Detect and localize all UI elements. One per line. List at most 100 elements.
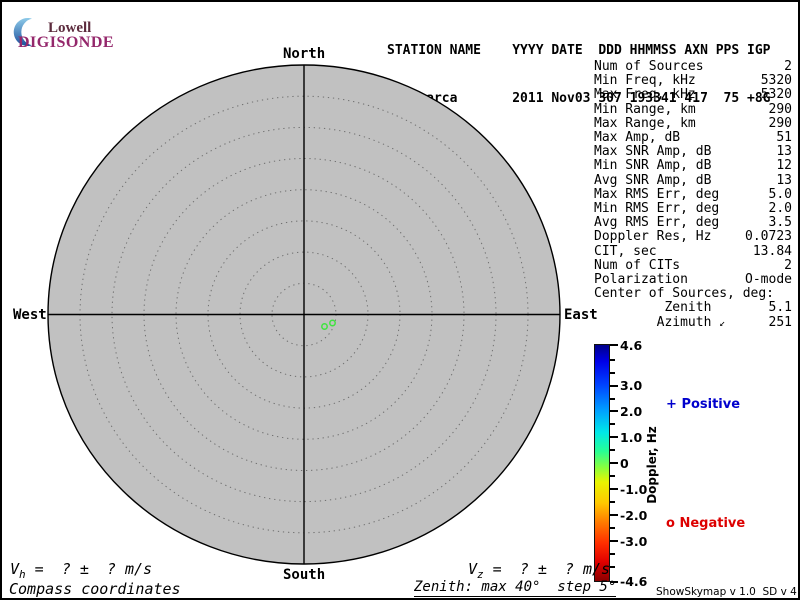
param-value: 0.0723 <box>745 229 792 245</box>
colorbar-tick <box>610 539 618 542</box>
param-label: Min SNR Amp, dB <box>594 158 712 174</box>
param-label: Avg SNR Amp, dB <box>594 172 712 188</box>
station-header: STATION NAME YYYY DATE DDD HHMMSS AXN PP… <box>387 11 771 139</box>
param-label: Azimuth ↙ <box>594 314 726 330</box>
colorbar-tick <box>610 436 618 439</box>
colorbar-tick <box>610 410 618 413</box>
colorbar-tick <box>610 344 618 346</box>
param-row: Min Range, km 290 <box>594 101 792 117</box>
app-version-label: ShowSkymap v 1.0 SD v 4.2 <box>656 586 798 598</box>
param-label: Num of CITs <box>594 257 681 273</box>
param-label: Min Range, km <box>594 101 696 117</box>
param-row: Max RMS Err, deg 5.0 <box>594 186 792 202</box>
param-row: Avg SNR Amp, dB 13 <box>594 172 792 188</box>
param-value: 2 <box>784 59 792 74</box>
param-label: Max SNR Amp, dB <box>594 144 712 160</box>
param-value: 5320 <box>760 87 792 103</box>
compass-label-east: East <box>564 307 598 323</box>
colorbar-tick <box>610 513 618 516</box>
station-header-columns: STATION NAME YYYY DATE DDD HHMMSS AXN PP… <box>387 43 771 58</box>
param-row-azimuth: Azimuth ↙ 251 <box>594 314 792 331</box>
colorbar-minor-tick <box>610 526 615 529</box>
lowell-crescent-icon <box>13 18 32 47</box>
vz-velocity-label: Vz = ? ± ? m/s <box>468 560 611 581</box>
colorbar-tick-label: 4.6 <box>620 337 643 353</box>
param-label: Center of Sources, deg: <box>594 286 775 302</box>
param-value: 5.1 <box>768 300 792 316</box>
param-label: Max Amp, dB <box>594 130 681 146</box>
colorbar-tick <box>610 384 618 387</box>
plus-marker-icon: + <box>666 397 677 412</box>
doppler-colorbar <box>594 344 610 582</box>
colorbar-minor-tick <box>610 449 615 452</box>
param-label: CIT, sec <box>594 243 657 259</box>
param-value: O-mode <box>745 272 792 288</box>
param-row: Min Freq, kHz 5320 <box>594 74 792 88</box>
colorbar-minor-tick <box>610 371 615 374</box>
colorbar-minor-tick <box>610 475 615 478</box>
vh-velocity-label: Vh = ? ± ? m/s <box>10 560 153 581</box>
param-value: 251 <box>768 314 792 330</box>
param-label: Max RMS Err, deg <box>594 186 720 202</box>
param-row: Max Freq, kHz 5320 <box>594 88 792 102</box>
param-value: 12 <box>776 158 792 174</box>
param-row: Doppler Res, Hz 0.0723 <box>594 230 792 244</box>
param-row: Max SNR Amp, dB 13 <box>594 145 792 159</box>
param-value: 5320 <box>760 73 792 89</box>
param-label: Min Freq, kHz <box>594 73 696 89</box>
param-row: Max Amp, dB 51 <box>594 130 792 146</box>
param-row: Min SNR Amp, dB 12 <box>594 159 792 173</box>
colorbar-tick-label: -3.0 <box>620 533 648 549</box>
param-value: 290 <box>768 115 792 131</box>
param-row: Center of Sources, deg: <box>594 287 792 301</box>
param-row: CIT, sec 13.84 <box>594 243 792 259</box>
colorbar-tick-label: 1.0 <box>620 430 643 446</box>
source-point <box>329 319 336 327</box>
param-value: 13.84 <box>752 243 792 259</box>
colorbar-tick-label: 2.0 <box>620 404 643 420</box>
param-value: 13 <box>776 172 792 188</box>
parameters-panel: Num of Sources 2 Min Freq, kHz 5320 Max Fr… <box>594 59 792 331</box>
param-row: Zenith 5.1 <box>594 301 792 315</box>
colorbar-minor-tick <box>610 358 615 361</box>
param-label: Avg RMS Err, deg <box>594 215 720 231</box>
circle-marker-icon: o <box>666 516 675 531</box>
logo-digisonde-text: DIGISONDE <box>18 34 115 51</box>
param-value: 2.0 <box>768 201 792 217</box>
param-value: 5.0 <box>768 186 792 202</box>
zenith-range-note: Zenith: max 40° step 5° <box>414 579 617 597</box>
colorbar-tick <box>610 580 618 583</box>
source-point <box>321 323 328 330</box>
param-label: Zenith <box>594 300 712 316</box>
param-value: 3.5 <box>768 215 792 231</box>
param-row: Polarization O-mode <box>594 272 792 288</box>
legend-negative: o Negative <box>666 516 745 531</box>
param-label: Max Freq, kHz <box>594 87 696 103</box>
param-row: Max Range, km 290 <box>594 115 792 131</box>
colorbar-tick-label: -2.0 <box>620 507 648 523</box>
param-label: Doppler Res, Hz <box>594 229 712 245</box>
colorbar-minor-tick <box>610 552 615 555</box>
param-row: Min RMS Err, deg 2.0 <box>594 201 792 217</box>
colorbar-tick-label: -4.6 <box>620 573 648 589</box>
param-label: Polarization <box>594 272 688 288</box>
compass-label-north: North <box>283 46 326 62</box>
param-value: 51 <box>776 130 792 146</box>
colorbar-minor-tick <box>610 501 615 503</box>
coordinate-system-label: Compass coordinates <box>9 580 181 598</box>
legend-positive-label: Positive <box>681 397 741 412</box>
colorbar-minor-tick <box>610 397 615 400</box>
param-value: 13 <box>776 144 792 160</box>
compass-label-west: West <box>13 307 47 323</box>
azimuth-direction-arrow-icon: ↙ <box>719 317 726 329</box>
colorbar-tick <box>610 488 618 490</box>
legend-positive: + Positive <box>666 397 740 412</box>
legend-negative-label: Negative <box>679 516 746 531</box>
compass-label-south: South <box>283 567 326 583</box>
colorbar-tick-label: 0 <box>620 456 629 471</box>
param-row: Num of Sources 2 <box>594 59 792 74</box>
param-label: Min RMS Err, deg <box>594 201 720 217</box>
param-label: Num of Sources <box>594 59 704 74</box>
